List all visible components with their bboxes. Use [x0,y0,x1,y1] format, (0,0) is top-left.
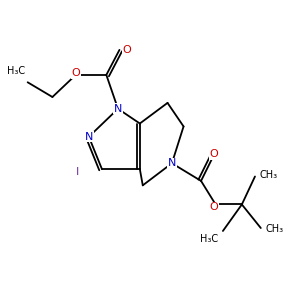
Text: N: N [168,158,176,168]
Text: O: O [210,149,218,159]
Text: I: I [76,167,79,177]
Text: H₃C: H₃C [200,234,218,244]
Text: N: N [114,104,122,114]
Text: H₃C: H₃C [7,66,25,76]
Text: N: N [85,132,93,142]
Text: O: O [210,202,218,212]
Text: CH₃: CH₃ [259,170,278,180]
Text: O: O [71,68,80,78]
Text: O: O [122,45,131,55]
Text: CH₃: CH₃ [265,224,283,235]
